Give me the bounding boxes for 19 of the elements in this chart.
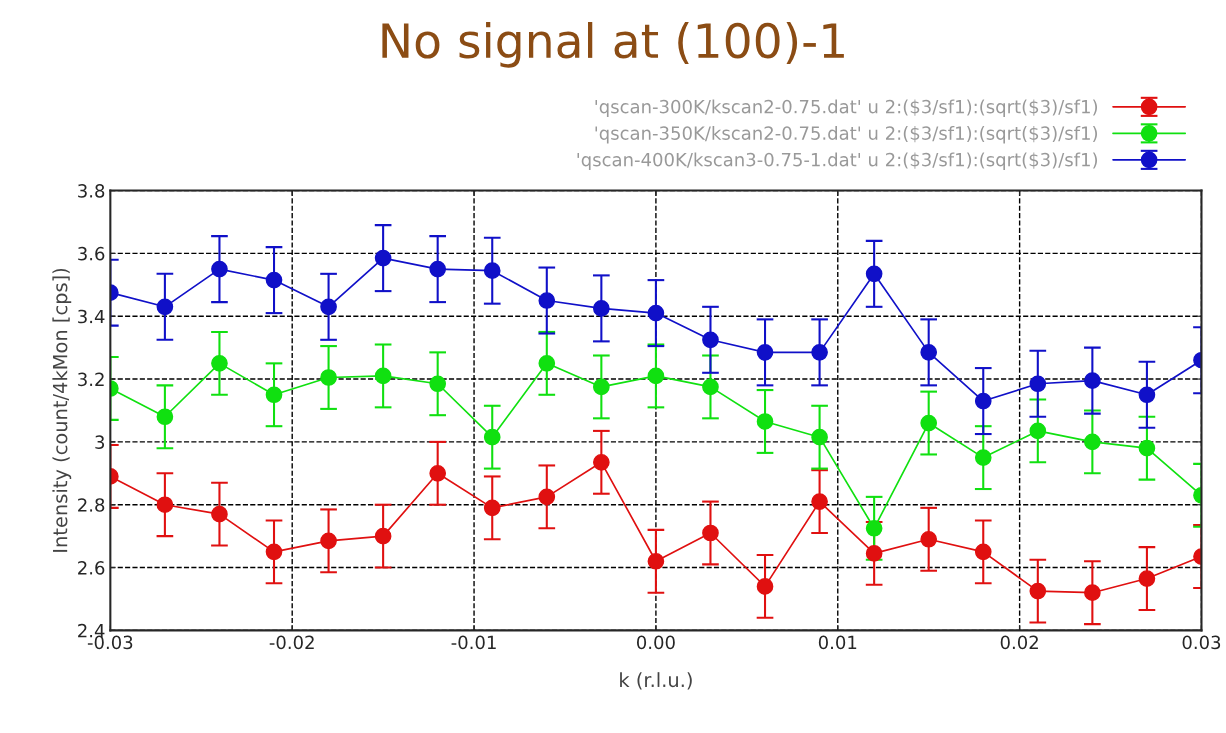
- x-tick-label: -0.01: [451, 635, 496, 650]
- y-tick-label: 3: [95, 435, 105, 450]
- y-tick-label: 3.2: [78, 372, 104, 387]
- x-axis-title: k (r.l.u.): [620, 672, 692, 690]
- y-tick-label: 2.8: [78, 498, 105, 512]
- legend-label: 'qscan-350K/kscan2-0.75.dat' u 2:($3/sf1):(sqrt($3)/sf1): [595, 125, 1098, 144]
- x-tick-label: -0.02: [269, 635, 314, 650]
- y-tick-label: 3.6: [78, 246, 105, 261]
- y-axis-title: Intensity (count/4kMon [cps]): [52, 268, 72, 552]
- chart-title: No signal at (100)-1: [382, 21, 844, 68]
- x-tick-label: 0.00: [637, 635, 675, 650]
- legend-label: 'qscan-300K/kscan2-0.75.dat' u 2:($3/sf1):(sqrt($3)/sf1): [595, 99, 1098, 117]
- y-tick-label: 3.8: [78, 184, 105, 198]
- x-tick-label: 0.02: [1000, 635, 1038, 650]
- x-tick-label: 0.03: [1182, 635, 1221, 650]
- y-tick-label: 2.6: [78, 561, 105, 575]
- x-tick-label: 0.01: [818, 635, 857, 650]
- legend-label: 'qscan-400K/kscan3-0.75-1.dat' u 2:($3/sf1):(sqrt($3)/sf1): [577, 152, 1098, 170]
- y-tick-label: 3.4: [78, 309, 105, 324]
